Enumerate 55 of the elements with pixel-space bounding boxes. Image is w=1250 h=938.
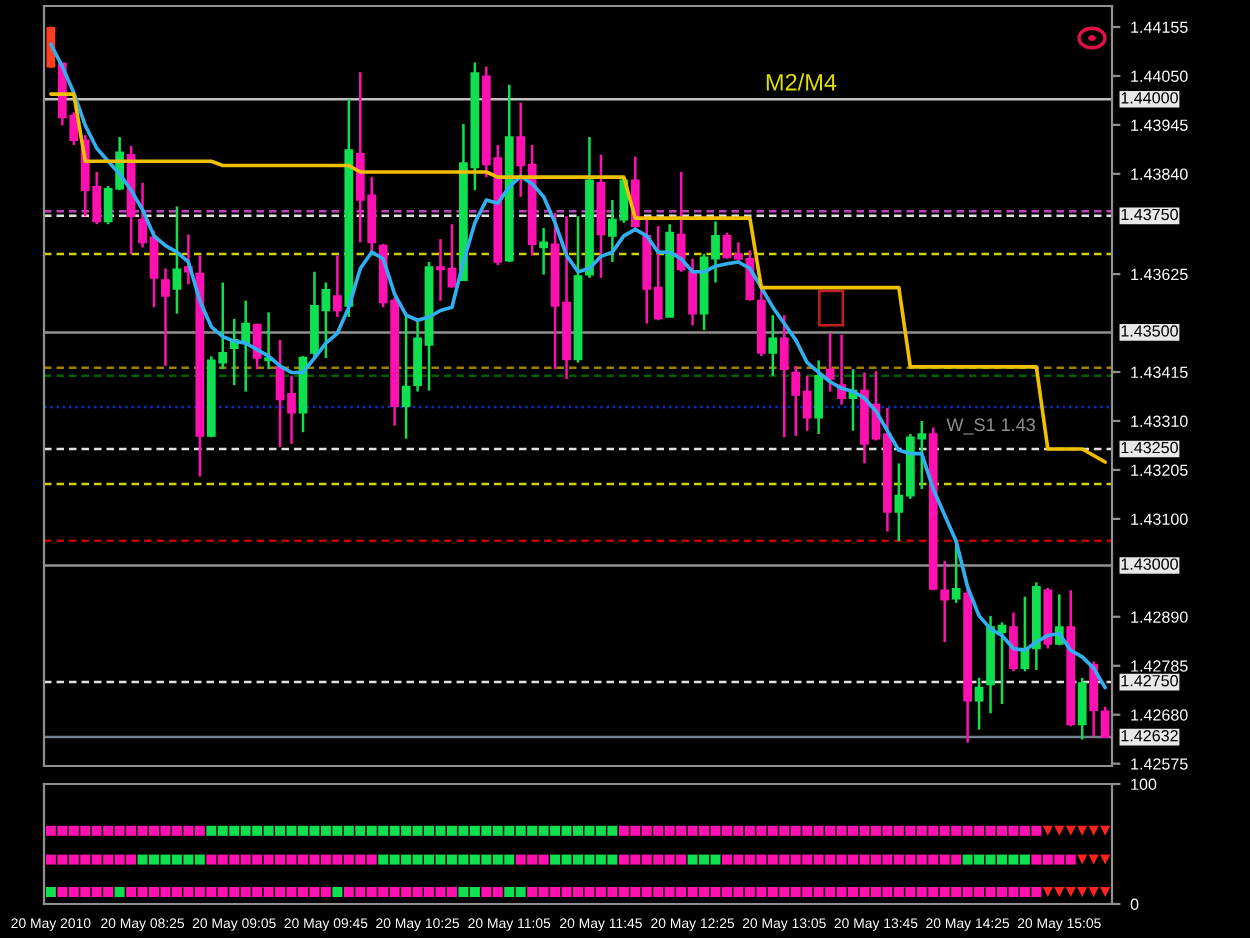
y-tick-label: 1.43625 [1131, 268, 1188, 281]
ref-line-label: 1.43250 [1121, 441, 1178, 454]
candlestick [161, 267, 170, 368]
point [1065, 886, 1076, 898]
point [1077, 825, 1088, 836]
y-tick-label: 1.44155 [1131, 21, 1188, 33]
candlestick [1077, 676, 1087, 741]
candlestick [1089, 660, 1099, 738]
y-tick-label: 1.43415 [1131, 366, 1188, 379]
ref-line-label: 1.42750 [1121, 674, 1178, 687]
y-tick-label: 1.43310 [1131, 415, 1188, 427]
annotation: M2/M4 [766, 73, 837, 91]
point [1042, 886, 1053, 898]
candlestick [1100, 705, 1110, 739]
candlestick [401, 312, 411, 440]
y-tick-label: 0 [1130, 898, 1139, 910]
y-tick-label: 1.42890 [1131, 611, 1188, 623]
point [1065, 825, 1076, 836]
point [1054, 825, 1065, 836]
y-tick-label: 1.43205 [1131, 464, 1188, 476]
candlestick [172, 205, 182, 315]
ref-line-label: 1.44000 [1121, 92, 1178, 104]
candlestick [768, 313, 778, 377]
y-tick-label: 1.44050 [1131, 70, 1188, 82]
point [1077, 886, 1088, 898]
y-tick-label: 1.42575 [1131, 758, 1188, 770]
y-tick-label: 100 [1131, 778, 1157, 790]
y-tick-label: 1.43840 [1131, 168, 1188, 180]
y-tick-label: 1.43945 [1131, 119, 1188, 131]
ref-line-label: 1.43750 [1121, 208, 1178, 221]
point [1100, 886, 1111, 898]
y-tick-label: 1.43100 [1131, 513, 1188, 525]
point [1088, 886, 1099, 898]
candlestick [539, 226, 549, 276]
point [1054, 886, 1065, 898]
annotation: W_S1 1.43 [946, 418, 1035, 435]
candlestick [974, 676, 984, 731]
ref-line-label: 1.43000 [1121, 558, 1178, 570]
y-tick-label: 1.42680 [1131, 709, 1188, 721]
point [1077, 854, 1088, 865]
candlestick [814, 359, 824, 436]
candlestick [688, 257, 697, 327]
point [1088, 825, 1099, 836]
candlestick [779, 313, 789, 439]
point [1100, 825, 1111, 836]
line-series [49, 92, 1107, 464]
point [1088, 854, 1099, 865]
ref-line-label: 1.42632 [1121, 730, 1178, 742]
y-tick-label: 1.42785 [1131, 660, 1188, 672]
candlestick [1009, 611, 1018, 673]
ref-line-label: 1.43500 [1121, 325, 1178, 337]
point [1042, 825, 1053, 836]
candlestick [332, 254, 342, 319]
candlestick [951, 540, 961, 605]
point [1100, 854, 1111, 865]
